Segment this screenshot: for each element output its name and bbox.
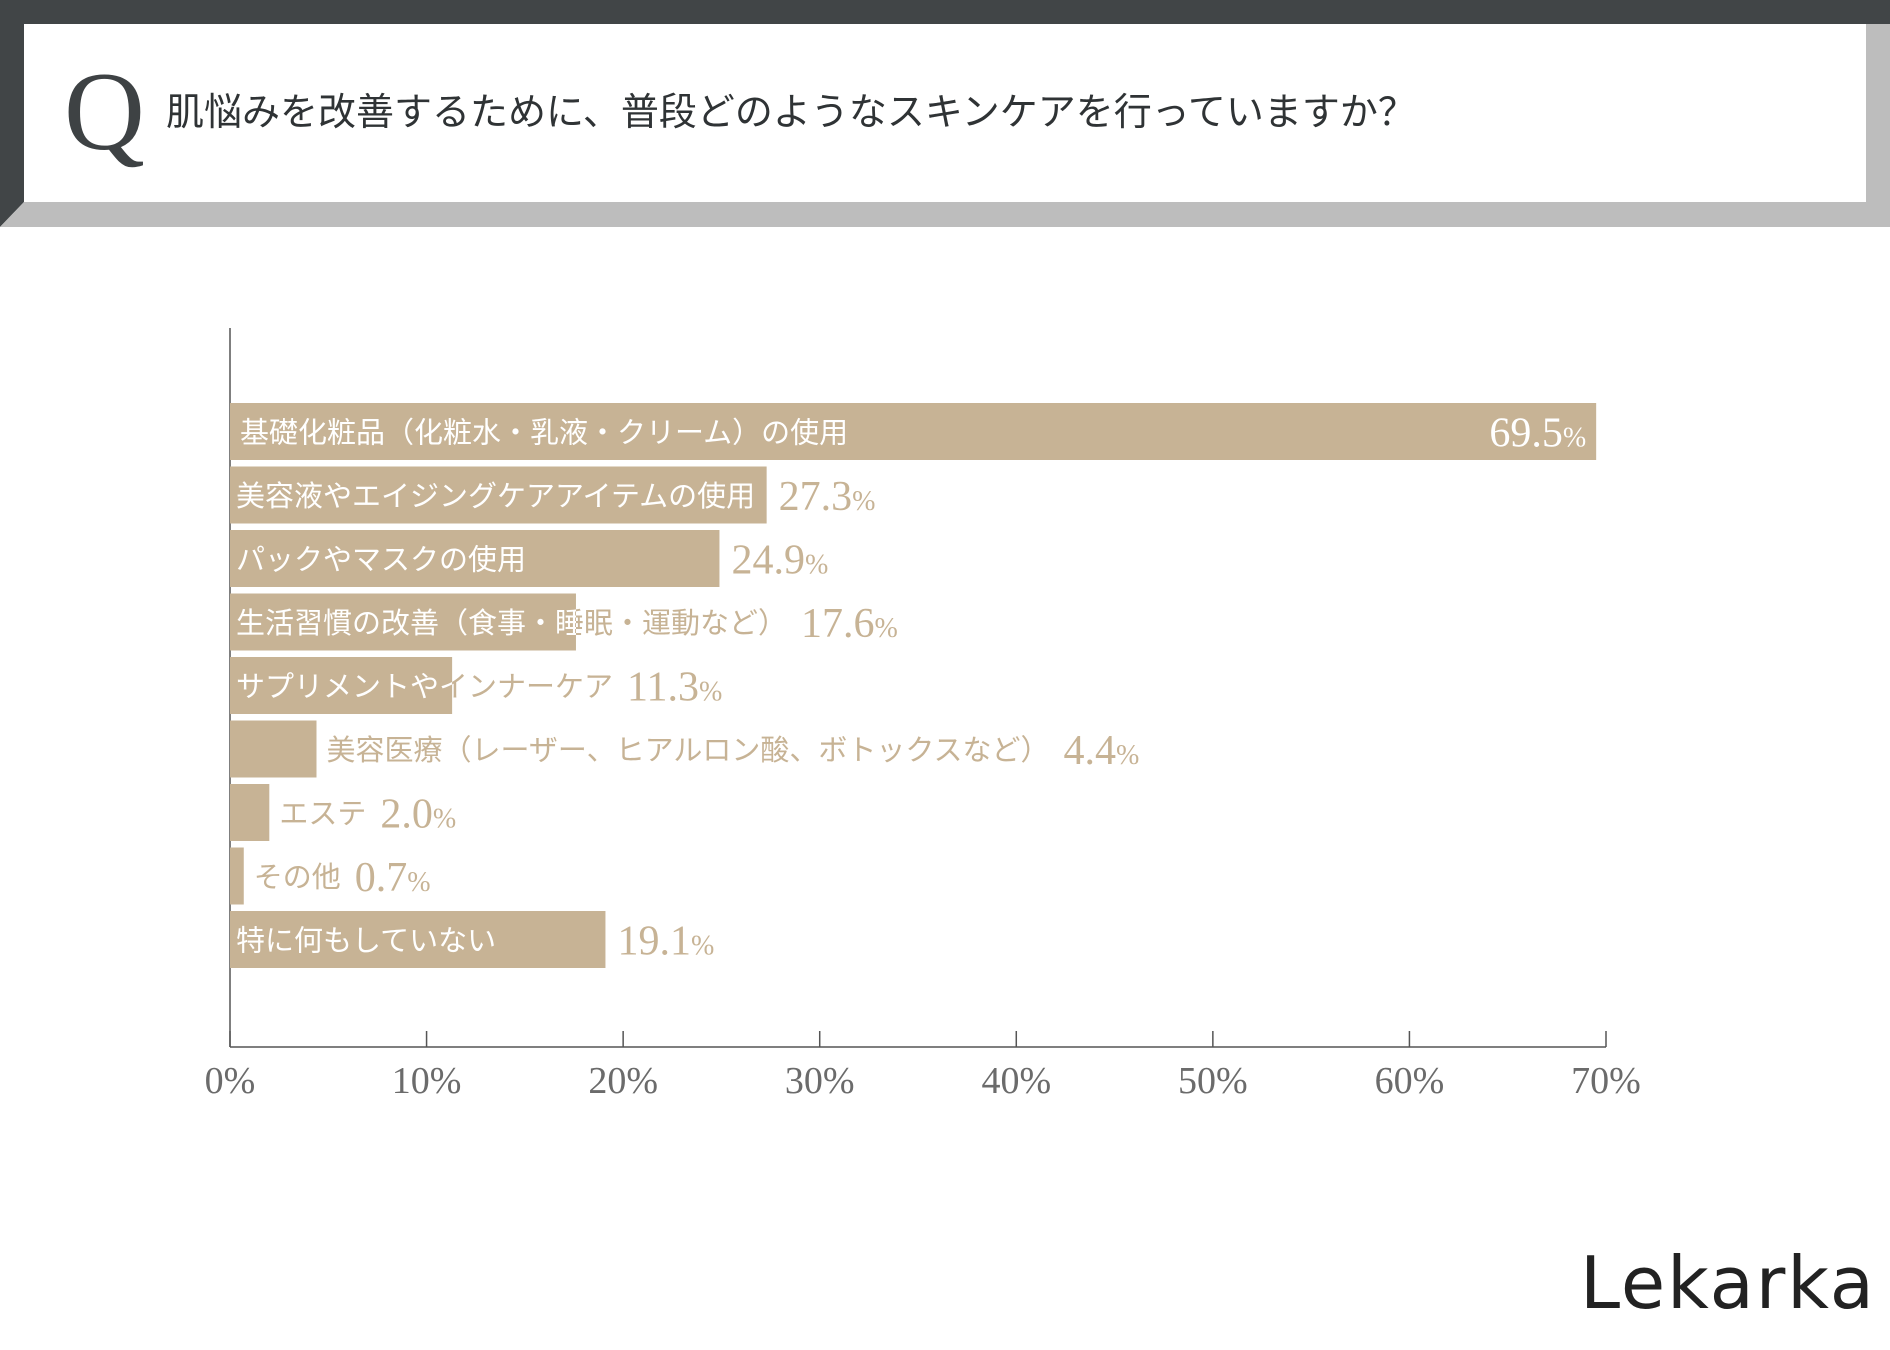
category-label-overlay: パックやマスクの使用 — [236, 543, 526, 577]
bar — [230, 784, 270, 841]
bar — [230, 593, 576, 651]
question-mark-letter: Q — [64, 50, 145, 174]
x-tick-label: 10% — [392, 1060, 462, 1102]
value-label: 17.6% — [801, 601, 898, 647]
x-tick-label: 0% — [205, 1060, 256, 1102]
category-label: その他 — [254, 860, 341, 894]
category-label: 美容液やエイジングケアアイテムの使用 — [236, 479, 755, 513]
x-tick-label: 60% — [1375, 1060, 1445, 1102]
value-label: 2.0% — [380, 792, 456, 838]
bar — [230, 657, 453, 714]
value-label: 19.1% — [617, 919, 714, 965]
question-title: 肌悩みを改善するために、普段どのようなスキンケアを行っていますか？ — [166, 90, 1416, 134]
header-light-band — [0, 24, 1890, 227]
value-label: 69.5% — [1489, 411, 1586, 457]
x-tick-label: 70% — [1571, 1060, 1641, 1102]
category-label-overlay: 特に何もしていない — [236, 924, 496, 958]
bar — [230, 720, 317, 778]
value-label: 11.3% — [627, 665, 722, 711]
value-label: 0.7% — [355, 855, 431, 901]
bar — [230, 530, 720, 587]
category-label: 生活習慣の改善（食事・睡眠・運動など） — [236, 606, 787, 640]
category-label-overlay: 美容液やエイジングケアアイテムの使用 — [236, 479, 755, 513]
category-label: 特に何もしていない — [236, 924, 496, 958]
question-card: Q 肌悩みを改善するために、普段どのようなスキンケアを行っていますか？ — [24, 24, 1866, 202]
category-label: エステ — [279, 797, 366, 831]
header-dark-band — [0, 0, 1890, 227]
header-frame — [0, 0, 1890, 227]
value-label: 24.9% — [731, 538, 828, 584]
category-label: パックやマスクの使用 — [236, 543, 526, 577]
x-tick-label: 20% — [588, 1060, 658, 1102]
category-label: 基礎化粧品（化粧水・乳液・クリーム）の使用 — [240, 416, 848, 450]
x-tick-label: 50% — [1178, 1060, 1248, 1102]
brand-logo: Lekarka — [1580, 1241, 1876, 1325]
bar — [230, 466, 767, 524]
bar-chart: 0% 10% 20% 30% 40% 50% 60% 70% 基礎化粧品（化粧水・乳液・クリーム… — [205, 328, 1641, 1102]
category-label-overlay: サプリメントやインナーケア — [236, 670, 613, 704]
category-label: 美容医療（レーザー、ヒアルロン酸、ボトックスなど） — [326, 733, 1049, 767]
category-label-overlay: 生活習慣の改善（食事・睡眠・運動など） — [236, 606, 787, 640]
bar — [230, 403, 1597, 460]
x-tick-label: 30% — [785, 1060, 855, 1102]
category-label: サプリメントやインナーケア — [236, 670, 613, 704]
x-tick-label: 40% — [981, 1060, 1051, 1102]
value-label: 27.3% — [779, 474, 876, 520]
bar — [230, 911, 606, 968]
bar — [230, 847, 244, 905]
value-label: 4.4% — [1063, 728, 1139, 774]
